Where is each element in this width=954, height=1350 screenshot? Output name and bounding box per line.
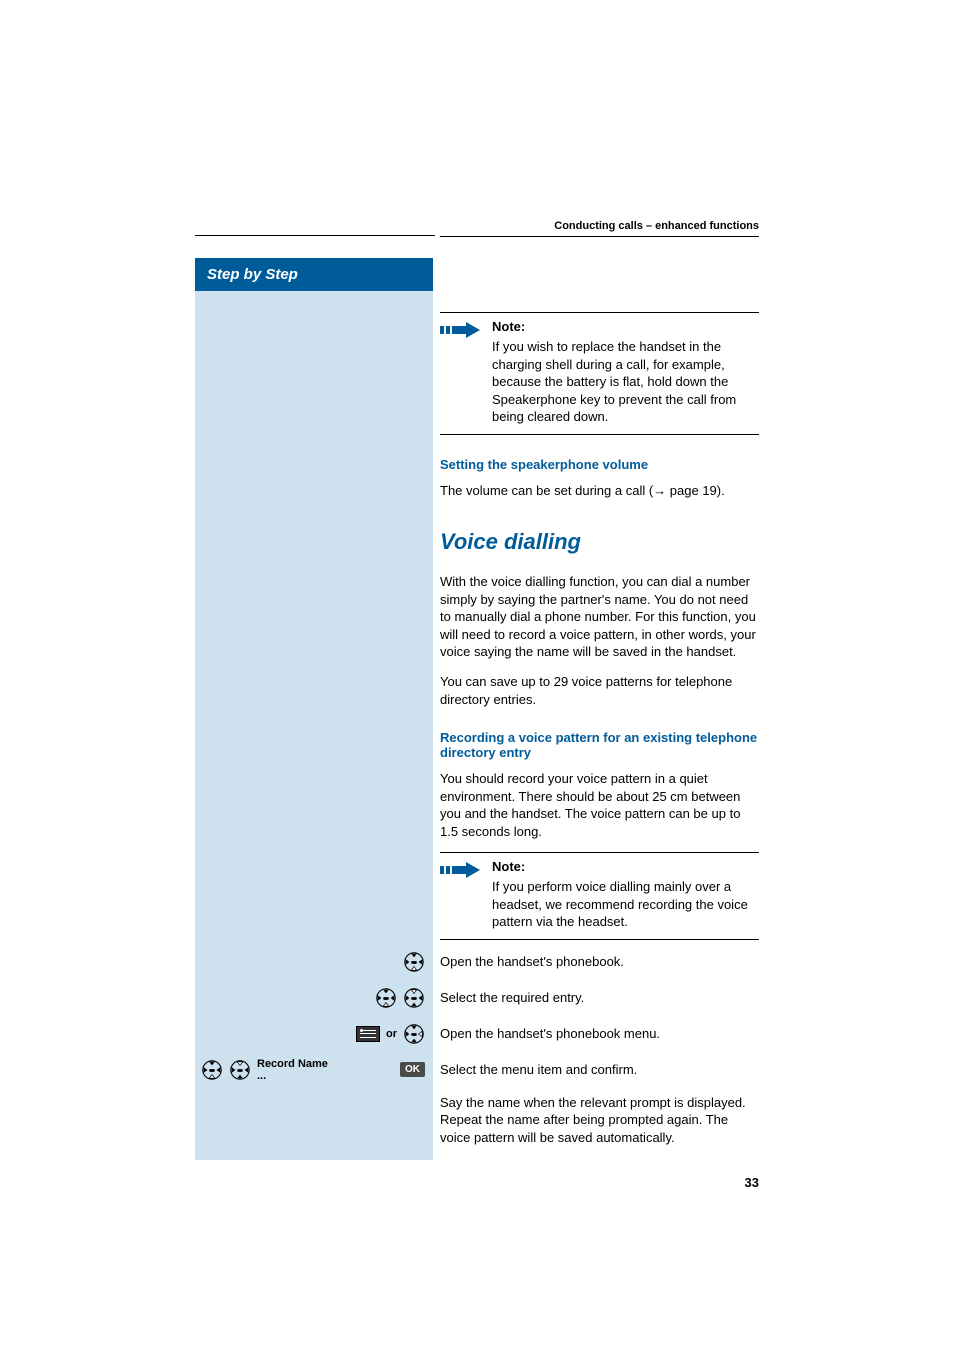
step-2-text: Select the required entry. xyxy=(440,989,584,1007)
page-container: Conducting calls – enhanced functions St… xyxy=(0,0,954,1350)
note-body-2: Note: If you perform voice dialling main… xyxy=(492,859,759,931)
note-box-2: Note: If you perform voice dialling main… xyxy=(440,852,759,940)
step-3: or Open the handset's phonebook menu. xyxy=(440,1022,759,1046)
note-title-1: Note: xyxy=(492,319,759,334)
or-text: or xyxy=(386,1028,397,1040)
speakerphone-text-suffix: ). xyxy=(717,483,725,498)
note-body-1: Note: If you wish to replace the handset… xyxy=(492,319,759,426)
recording-heading: Recording a voice pattern for an existin… xyxy=(440,730,759,760)
step-1: Open the handset's phonebook. xyxy=(440,950,759,974)
record-name-ellipsis-b: ... xyxy=(257,1070,328,1082)
step-5-text: Say the name when the relevant prompt is… xyxy=(440,1094,759,1147)
header-rule-left xyxy=(195,235,435,236)
speakerphone-heading: Setting the speakerphone volume xyxy=(440,457,759,472)
step-1-icons xyxy=(195,951,433,973)
voice-dialling-para2: You can save up to 29 voice patterns for… xyxy=(440,673,759,708)
nav-right-icon xyxy=(403,1023,425,1045)
step-3-icons: or xyxy=(195,1023,433,1045)
note-text-1: If you wish to replace the handset in th… xyxy=(492,338,759,426)
note-text-2: If you perform voice dialling mainly ove… xyxy=(492,878,759,931)
main-content: Note: If you wish to replace the handset… xyxy=(440,260,759,1159)
step-4-text: Select the menu item and confirm. xyxy=(440,1061,637,1079)
page-number: 33 xyxy=(745,1175,759,1190)
nav-down-icon-2 xyxy=(375,987,397,1009)
page-19-link[interactable]: → page 19 xyxy=(653,483,717,498)
step-4-icons-wide: Record Name ... OK xyxy=(195,1058,433,1082)
record-name-text-b: Record Name xyxy=(257,1058,328,1070)
note-title-2: Note: xyxy=(492,859,759,874)
nav-down-icon xyxy=(403,951,425,973)
step-4: Record Name ... OK xyxy=(440,1058,759,1082)
nav-down-icon-3b xyxy=(201,1059,223,1081)
note-box-1: Note: If you wish to replace the handset… xyxy=(440,312,759,435)
step-2-icons xyxy=(195,987,433,1009)
ok-button-b[interactable]: OK xyxy=(400,1062,425,1077)
voice-dialling-para1: With the voice dialling function, you ca… xyxy=(440,573,759,661)
step-2: Select the required entry. xyxy=(440,986,759,1010)
voice-dialling-title: Voice dialling xyxy=(440,529,759,555)
note-arrow-icon-2 xyxy=(440,861,482,879)
menu-list-icon xyxy=(356,1026,380,1042)
nav-up-icon xyxy=(403,987,425,1009)
running-header: Conducting calls – enhanced functions xyxy=(440,220,759,237)
speakerphone-text: The volume can be set during a call (→ p… xyxy=(440,482,759,500)
step-1-text: Open the handset's phonebook. xyxy=(440,953,624,971)
nav-up-icon-2b xyxy=(229,1059,251,1081)
recording-para: You should record your voice pattern in … xyxy=(440,770,759,840)
sidebar-title: Step by Step xyxy=(195,258,433,291)
running-header-text: Conducting calls – enhanced functions xyxy=(554,220,759,232)
step-5: Say the name when the relevant prompt is… xyxy=(440,1094,759,1147)
steps-block: Open the handset's phonebook. xyxy=(440,950,759,1147)
note-arrow-icon xyxy=(440,321,482,339)
speakerphone-text-prefix: The volume can be set during a call ( xyxy=(440,483,653,498)
record-name-label-b: Record Name ... xyxy=(257,1058,328,1082)
step-3-text: Open the handset's phonebook menu. xyxy=(440,1025,660,1043)
